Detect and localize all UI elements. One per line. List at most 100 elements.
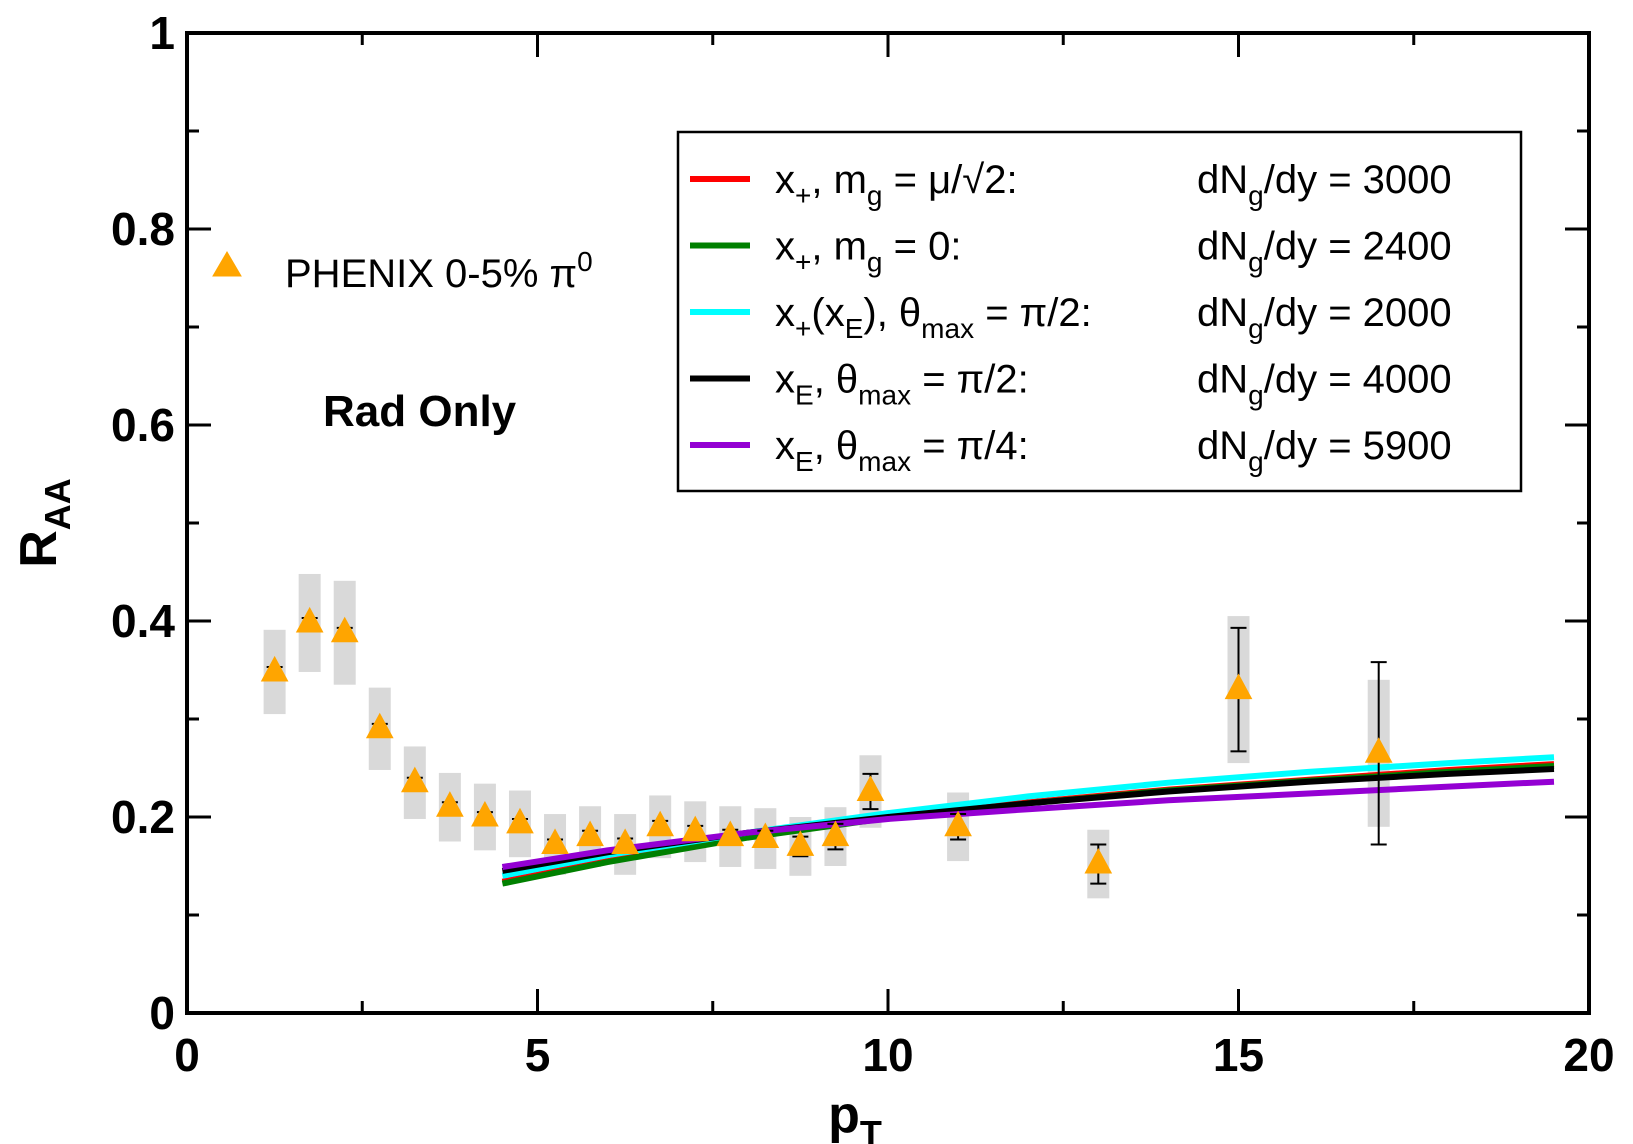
legend-subscript: g xyxy=(867,180,883,211)
legend-run: /dy = 3000 xyxy=(1264,158,1452,202)
legend-label: x+, mg = μ/√2: xyxy=(775,158,1018,211)
legend-subscript: max xyxy=(921,313,974,344)
legend-run: /dy = 5900 xyxy=(1264,424,1452,468)
legend-run: /dy = 2400 xyxy=(1264,225,1452,269)
legend-subscript: g xyxy=(1248,247,1264,278)
data-point xyxy=(400,766,429,793)
legend-run: m xyxy=(834,225,867,269)
legend-run: , xyxy=(811,225,833,269)
legend-value: dNg/dy = 2000 xyxy=(1197,291,1452,344)
legend-label: xE, θmax = π/2: xyxy=(775,358,1029,411)
legend-value: dNg/dy = 4000 xyxy=(1197,358,1452,411)
legend-subscript: g xyxy=(1248,446,1264,477)
legend-subscript: E xyxy=(795,446,814,477)
legend-value: dNg/dy = 5900 xyxy=(1197,424,1452,477)
x-axis-title: pT xyxy=(828,1086,882,1144)
legend-run: N xyxy=(1219,358,1248,402)
legend-run: = π/4: xyxy=(911,424,1029,468)
data-legend-label: PHENIX 0-5% π0 xyxy=(285,246,593,296)
legend-label: x+, mg = 0: xyxy=(775,225,961,278)
data-point xyxy=(365,712,394,739)
legend-label: xE, θmax = π/4: xyxy=(775,424,1029,477)
data-point xyxy=(646,810,675,837)
data-point xyxy=(260,655,289,682)
y-axis-title-sub: AA xyxy=(37,478,78,530)
legend-subscript: g xyxy=(1248,380,1264,411)
data-point xyxy=(1364,737,1393,763)
legend-box xyxy=(676,130,1523,493)
data-point xyxy=(751,822,780,849)
legend-run: d xyxy=(1197,424,1219,468)
y-tick-label: 0.6 xyxy=(111,399,175,451)
legend-subscript: max xyxy=(858,446,911,477)
legend-subscript: + xyxy=(795,313,811,344)
y-tick-label: 0.2 xyxy=(111,791,175,843)
data-point xyxy=(944,810,972,837)
legend-run: , xyxy=(814,358,836,402)
legend-run: d xyxy=(1197,358,1219,402)
data-point xyxy=(1084,847,1113,874)
legend-run: x xyxy=(825,291,845,335)
legend-run: d xyxy=(1197,158,1219,202)
legend-run: x xyxy=(775,424,795,468)
legend-run: = μ/√2: xyxy=(883,158,1018,202)
legend-run: N xyxy=(1219,424,1248,468)
rad-only-annotation: Rad Only xyxy=(323,387,517,436)
legend-subscript: g xyxy=(867,247,883,278)
legend-run: N xyxy=(1219,225,1248,269)
x-tick-label: 10 xyxy=(862,1029,913,1081)
data-point xyxy=(576,820,604,847)
x-tick-label: 15 xyxy=(1213,1029,1264,1081)
data-point xyxy=(330,616,359,643)
legend-run: = π/2: xyxy=(974,291,1092,335)
tick-labels: 0 5 10 15 20 0 0.2 0.4 0.6 0.8 1 xyxy=(111,7,1615,1081)
legend-run: d xyxy=(1197,291,1219,335)
data-point xyxy=(1224,673,1253,700)
model-curves xyxy=(501,754,1555,887)
data-point xyxy=(506,807,534,834)
data-point xyxy=(716,820,745,847)
data-legend-superscript: 0 xyxy=(577,246,593,277)
x-tick-label: 5 xyxy=(525,1029,551,1081)
legend-subscript: E xyxy=(845,313,864,344)
legend-run: = π/2: xyxy=(911,358,1029,402)
legend-subscript: g xyxy=(1248,313,1264,344)
y-tick-label: 0.8 xyxy=(111,203,175,255)
legend-label: x+(xE), θmax = π/2: xyxy=(775,291,1092,344)
legend-run: x xyxy=(775,158,795,202)
data-point xyxy=(436,791,464,817)
legend-value: dNg/dy = 3000 xyxy=(1197,158,1452,211)
y-tick-label: 0.4 xyxy=(111,595,175,647)
legend-run: /dy = 4000 xyxy=(1264,358,1452,402)
legend-subscript: g xyxy=(1248,180,1264,211)
legend-subscript: E xyxy=(795,380,814,411)
data-point xyxy=(471,800,499,827)
data-point xyxy=(295,606,324,633)
x-axis-title-main: p xyxy=(828,1086,860,1144)
legend-run: , xyxy=(811,158,833,202)
legend-run: N xyxy=(1219,158,1248,202)
legend-run: x xyxy=(775,291,795,335)
legend-run: θ xyxy=(836,358,858,402)
systematic-error-boxes xyxy=(263,573,1390,899)
x-tick-label: 0 xyxy=(174,1029,200,1081)
x-tick-label: 20 xyxy=(1563,1029,1614,1081)
legend-run: /dy = 2000 xyxy=(1264,291,1452,335)
y-axis-title-main: R xyxy=(10,530,68,568)
legend-subscript: + xyxy=(795,247,811,278)
legend-value: dNg/dy = 2400 xyxy=(1197,225,1452,278)
x-axis-title-sub: T xyxy=(860,1113,882,1144)
legend-run: x xyxy=(775,225,795,269)
legend-run: θ xyxy=(836,424,858,468)
legend-run: ( xyxy=(811,291,825,335)
data-point xyxy=(856,775,885,802)
data-legend-marker xyxy=(212,251,242,277)
data-legend-text: PHENIX 0-5% π xyxy=(285,252,577,296)
legend-run: x xyxy=(775,358,795,402)
legend-run: N xyxy=(1219,291,1248,335)
legend-subscript: + xyxy=(795,180,811,211)
data-point xyxy=(541,828,569,854)
y-tick-label: 0 xyxy=(149,987,175,1039)
